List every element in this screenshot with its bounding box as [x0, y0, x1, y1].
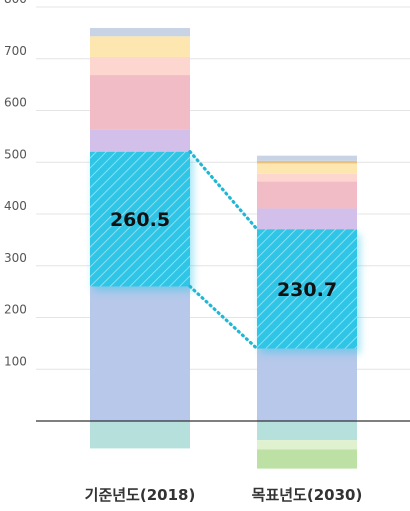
bar-stacks [90, 27, 360, 469]
bar-segment [257, 163, 357, 174]
bar-segment [90, 36, 190, 57]
y-tick-label: 800 [4, 0, 27, 6]
y-axis-ticks: 100 200 300 400 500 600 700 800 [4, 0, 27, 368]
bar-segment [90, 421, 190, 449]
y-tick-label: 600 [4, 96, 27, 110]
y-tick-label: 300 [4, 251, 27, 265]
y-tick-label: 700 [4, 44, 27, 58]
category-label: 목표년도(2030) [252, 486, 363, 504]
highlight-value-label: 230.7 [277, 279, 337, 301]
bar-segment [257, 449, 357, 469]
bar-segment [90, 27, 190, 37]
y-tick-label: 200 [4, 303, 27, 317]
bar-segment [257, 160, 357, 164]
bar-segment [257, 348, 357, 421]
bar-segment [257, 173, 357, 182]
bar-segment [90, 129, 190, 152]
value-labels: 260.5 230.7 [110, 209, 337, 301]
category-labels: 기준년도(2018) 목표년도(2030) [85, 486, 363, 504]
bar-segment [257, 421, 357, 441]
highlight-segment [257, 229, 357, 349]
connector-line [188, 284, 259, 351]
bar-segment [257, 440, 357, 450]
y-tick-label: 100 [4, 354, 27, 368]
category-label: 기준년도(2018) [85, 486, 196, 504]
bar-segment [90, 56, 190, 76]
highlight-segment [90, 151, 190, 287]
bar-segment [257, 208, 357, 230]
connector-lines [188, 150, 259, 351]
y-tick-label: 500 [4, 147, 27, 161]
y-tick-label: 400 [4, 199, 27, 213]
bar-segment [90, 75, 190, 130]
connector-line [188, 150, 259, 231]
bar-segment [90, 286, 190, 421]
bar-segment [257, 155, 357, 161]
highlight-value-label: 260.5 [110, 209, 170, 231]
bar-segment [257, 181, 357, 209]
